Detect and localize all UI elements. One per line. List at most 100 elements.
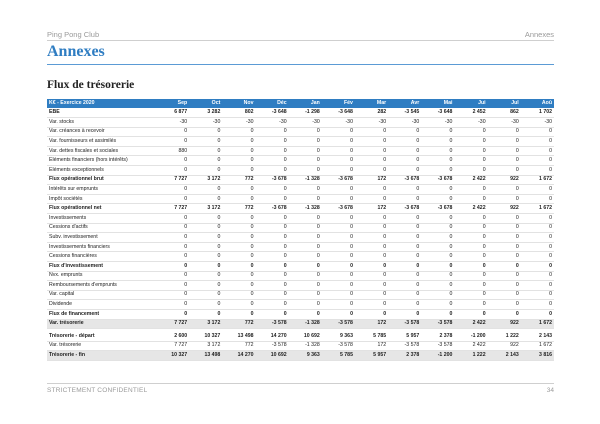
table-row: Flux opérationnel net 7 727 3 172 772 -3 678… (47, 203, 554, 215)
table-cell: 772 (222, 203, 256, 215)
table-cell: 0 (421, 309, 455, 320)
table-cell: 2 422 (454, 175, 488, 186)
table-cell: 0 (321, 146, 355, 157)
table-row: Eléments financiers (hors intérêts) 0 0 0 0 0… (47, 155, 554, 167)
column-header-month: Aoû (520, 99, 554, 108)
table-cell: 0 (288, 280, 322, 291)
table-cell: 0 (255, 165, 289, 176)
table-cell: 0 (156, 309, 190, 320)
table-cell: 0 (288, 155, 322, 167)
table-cell: 0 (421, 127, 455, 138)
table-cell: 0 (321, 261, 355, 272)
table-cell: 0 (388, 223, 422, 234)
table-cell: 0 (255, 261, 289, 272)
table-cell: 0 (520, 280, 554, 291)
table-cell: 0 (321, 223, 355, 234)
table-cell: 0 (222, 280, 256, 291)
table-cell: 1 222 (454, 350, 488, 361)
table-cell: 0 (520, 165, 554, 176)
table-cell: 14 270 (222, 350, 256, 361)
table-cell: -3 678 (321, 175, 355, 186)
table-cell: 0 (321, 213, 355, 224)
table-row: Impôt sociétés 0 0 0 0 0 0 0 0 0 0 0 0 (47, 194, 554, 205)
table-cell: 802 (222, 108, 256, 119)
footer-divider (47, 383, 554, 384)
table-cell: 0 (354, 271, 389, 282)
table-cell: 3 172 (189, 341, 223, 352)
row-label: Intérêts sur emprunts (47, 184, 157, 195)
table-cell: 0 (487, 299, 521, 310)
table-cell: 0 (255, 232, 289, 243)
table-cell: 772 (222, 175, 256, 186)
table-cell: 3 172 (189, 175, 223, 186)
table-row: Var. stocks -30 -30 -30 -30 -30 -30 -30 -30 -30 -3… (47, 117, 554, 128)
table-cell: -30 (421, 117, 455, 128)
row-label: Dividende (47, 299, 157, 310)
table-cell: 0 (288, 136, 322, 147)
table-cell: 0 (388, 127, 422, 138)
row-label: Nvx. emprunts (47, 271, 157, 282)
table-cell: 0 (156, 165, 190, 176)
table-cell: 0 (222, 271, 256, 282)
table-cell: 10 327 (156, 350, 190, 361)
table-cell: 10 692 (255, 350, 289, 361)
table-cell: 0 (156, 213, 190, 224)
table-cell: 0 (520, 251, 554, 262)
table-cell: 3 172 (189, 319, 223, 330)
table-cell: 922 (487, 319, 521, 330)
table-cell: 3 282 (189, 108, 223, 119)
table-cell: -3 578 (421, 341, 455, 352)
table-cell: 0 (354, 280, 389, 291)
table-cell: 0 (487, 232, 521, 243)
table-cell: 862 (487, 108, 521, 119)
table-cell: 0 (189, 271, 223, 282)
column-header-month: Mai (421, 99, 455, 108)
table-cell: -30 (156, 117, 190, 128)
table-cell: -1 200 (421, 350, 455, 361)
table-cell: 0 (421, 261, 455, 272)
table-cell: 1 672 (520, 175, 554, 186)
table-cell: 13 498 (222, 331, 256, 342)
table-cell: -30 (189, 117, 223, 128)
row-label: Impôt sociétés (47, 194, 157, 205)
table-cell: 0 (354, 194, 389, 205)
table-row: Intérêts sur emprunts 0 0 0 0 0 0 0 0 0 0 0 0 (47, 184, 554, 195)
table-cell: 0 (321, 280, 355, 291)
table-cell: 1 672 (520, 319, 554, 330)
table-cell: 0 (189, 155, 223, 167)
table-cell: 0 (421, 165, 455, 176)
table-cell: 0 (222, 155, 256, 167)
table-cell: 0 (520, 194, 554, 205)
table-cell: 5 957 (388, 331, 422, 342)
table-cell: 0 (454, 309, 488, 320)
table-cell: 0 (454, 232, 488, 243)
table-row: Investissements financiers 0 0 0 0 0 0 0 0 0 0 0 0 (47, 242, 554, 253)
table-cell: 0 (454, 155, 488, 167)
table-cell: 0 (487, 242, 521, 253)
table-cell: 0 (189, 146, 223, 157)
row-label: Var. fournisseurs et assimilés (47, 136, 157, 147)
table-cell: 0 (388, 232, 422, 243)
table-cell: 0 (222, 299, 256, 310)
title-underline (47, 64, 554, 65)
table-cell: 0 (520, 223, 554, 234)
table-cell: 0 (487, 155, 521, 167)
table-row: Trésorerie - départ 2 600 10 327 13 498 14 2… (47, 331, 554, 342)
table-cell: 0 (487, 194, 521, 205)
table-cell: 0 (520, 271, 554, 282)
table-row: Var. créances à recevoir 0 0 0 0 0 0 0 0 0 0 0 0 (47, 127, 554, 138)
table-cell: 0 (421, 194, 455, 205)
table-cell: 0 (321, 242, 355, 253)
table-row: Var. fournisseurs et assimilés 0 0 0 0 0 0 0 0 0 0… (47, 136, 554, 147)
table-cell: 3 816 (520, 350, 554, 361)
table-header-row: K€ - Exercice 2020 Sep Oct Nov Déc Jan Fév Mar A… (47, 99, 554, 108)
table-cell: 7 727 (156, 175, 190, 186)
table-cell: 0 (156, 242, 190, 253)
row-label: Var. capital (47, 290, 157, 301)
table-cell: 9 363 (288, 350, 322, 361)
table-cell: 0 (354, 290, 389, 301)
table-row: Cessions d'actifs 0 0 0 0 0 0 0 0 0 0 0 0 (47, 223, 554, 234)
table-cell: 0 (255, 280, 289, 291)
column-header-month: Fév (321, 99, 355, 108)
table-cell: 2 378 (388, 350, 422, 361)
